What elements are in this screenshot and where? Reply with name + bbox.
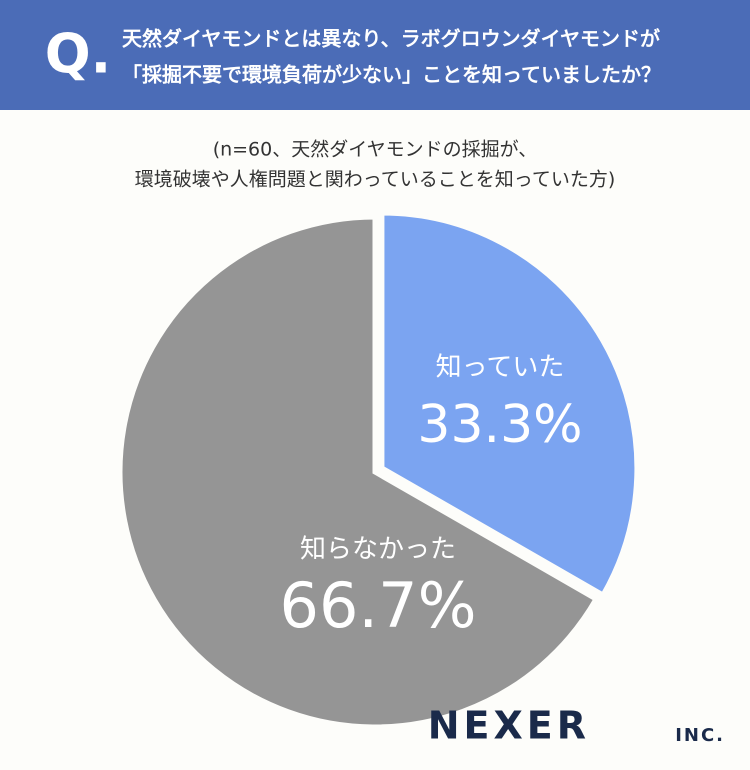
subtitle-line: 環境破壊や人権問題と関わっていることを知っていた方) xyxy=(135,169,616,191)
subtitle-line: (n=60、天然ダイヤモンドの採掘が、 xyxy=(213,139,538,161)
logo-sub: INC. xyxy=(675,725,725,746)
pie-slice xyxy=(117,214,600,730)
slice-label: 知っていた xyxy=(436,353,565,383)
slice-label: 知らなかった xyxy=(300,535,456,565)
value-label: 66.7% xyxy=(280,569,477,642)
header-band xyxy=(0,0,750,110)
title-line: 「採掘不要で環境負荷が少ない」ことを知っていましたか？ xyxy=(122,63,661,87)
pie: 知っていた 33.3% 知らなかった 66.7% xyxy=(117,210,640,730)
value-label: 33.3% xyxy=(417,395,582,455)
pie-slice xyxy=(379,210,640,599)
title-line: 天然ダイヤモンドとは異なり、ラボグロウンダイヤモンドが xyxy=(122,27,660,51)
logo-main: NEXER xyxy=(428,704,590,748)
question-marker: Q. xyxy=(45,23,111,86)
